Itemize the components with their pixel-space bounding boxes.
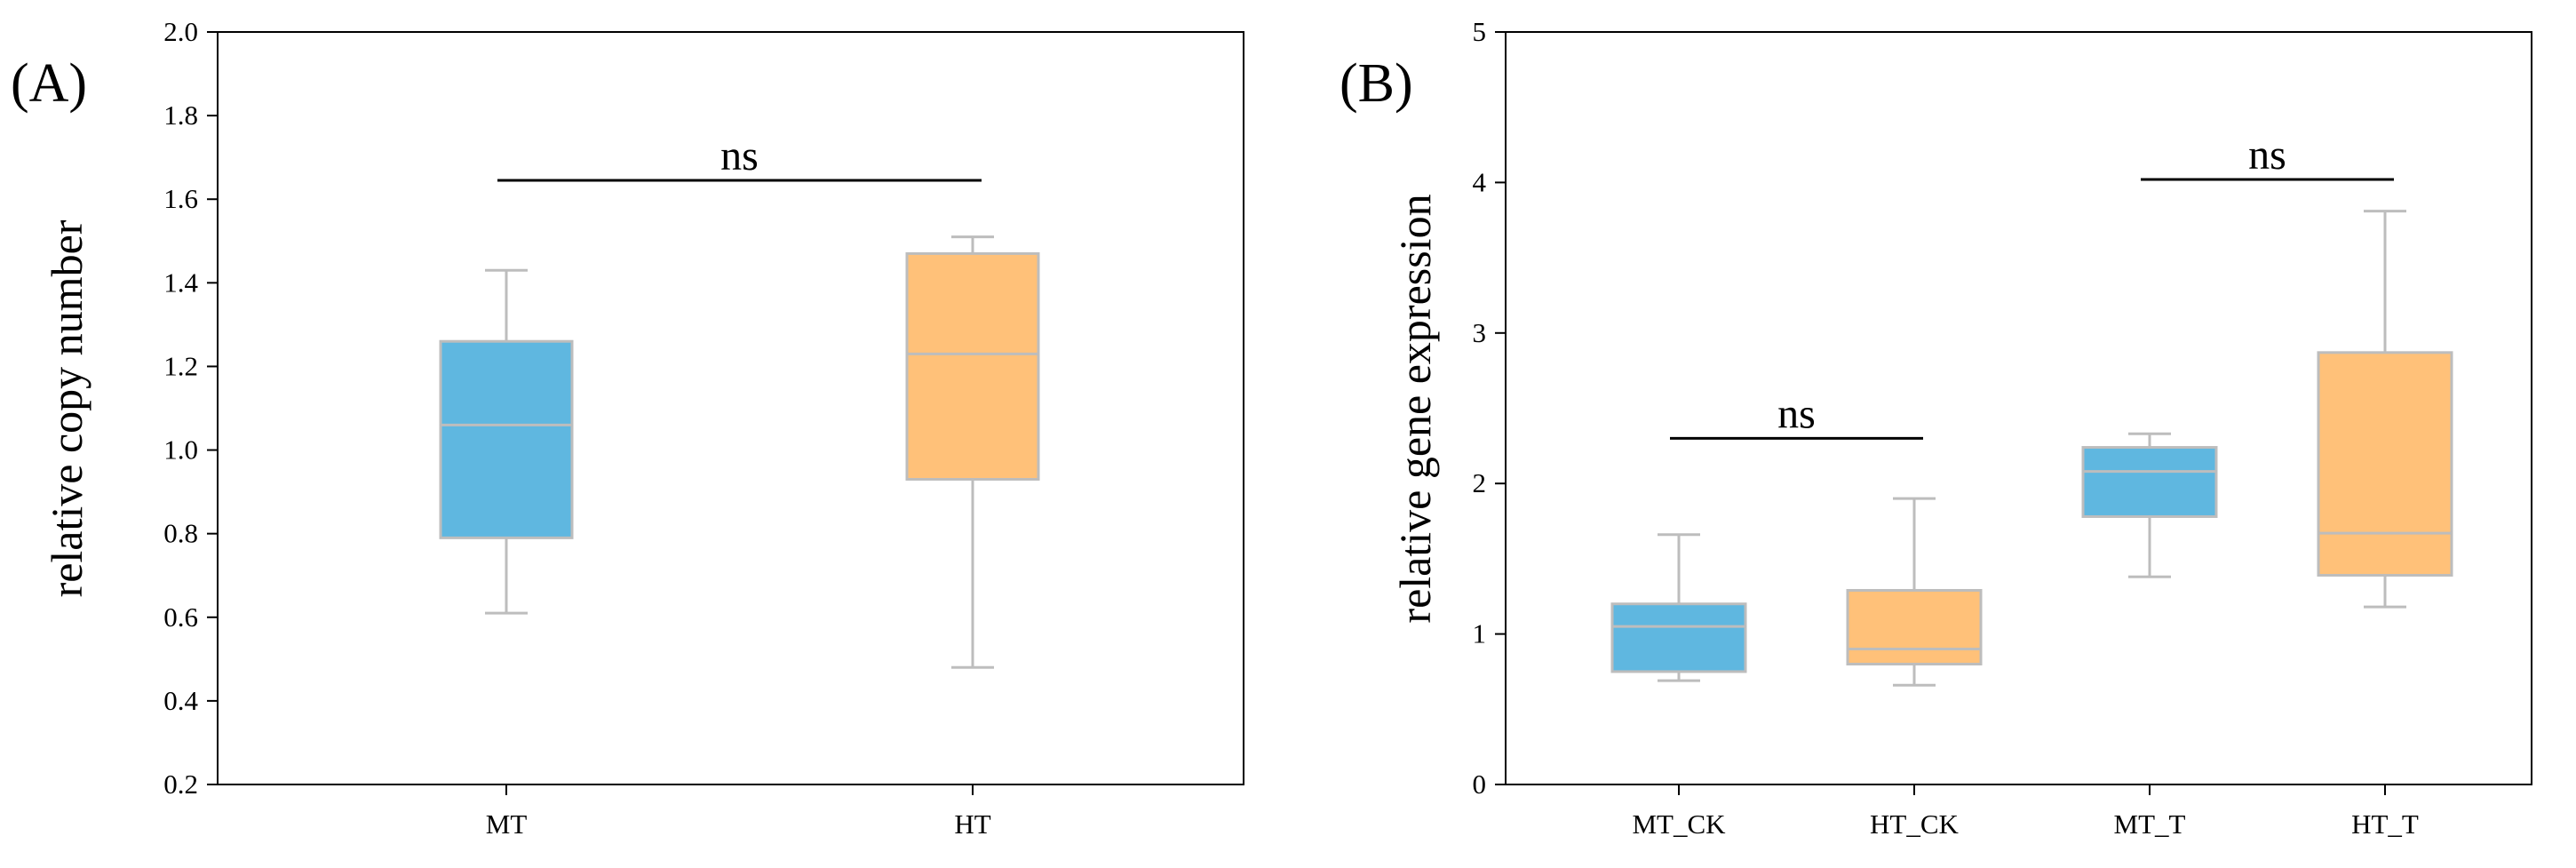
x-tick-label: MT_T bbox=[2114, 808, 2186, 840]
significance-label: ns bbox=[2248, 131, 2286, 179]
y-tick-label: 4 bbox=[1473, 166, 1487, 197]
box-iqr bbox=[2081, 446, 2218, 518]
box-iqr bbox=[905, 251, 1040, 481]
significance-label: ns bbox=[720, 132, 759, 179]
box-iqr bbox=[1610, 602, 1747, 673]
y-tick-label: 0.4 bbox=[163, 685, 198, 716]
box-iqr bbox=[2317, 351, 2453, 577]
y-tick-label: 0.6 bbox=[163, 601, 198, 633]
y-axis-label: relative gene expression bbox=[1390, 194, 1440, 623]
x-tick-label: HT bbox=[954, 808, 990, 840]
panel-b: 0 1 2 3 4 5 MT_CK HT_CK MT_T HT_T ns ns relative gen… bbox=[1340, 16, 2532, 840]
significance-label: ns bbox=[1777, 390, 1816, 437]
y-tick-label: 0 bbox=[1473, 768, 1487, 800]
y-axis-label: relative copy number bbox=[42, 219, 91, 597]
y-tick-label: 5 bbox=[1473, 16, 1487, 47]
box-ht-ck bbox=[1846, 497, 1983, 687]
y-tick-label: 1.6 bbox=[163, 183, 198, 214]
x-tick-label: MT bbox=[486, 808, 528, 840]
x-tick-label: MT_CK bbox=[1632, 808, 1726, 840]
y-tick-label: 1.8 bbox=[163, 100, 198, 131]
box-mt bbox=[439, 268, 574, 615]
y-tick-label: 2 bbox=[1473, 467, 1487, 498]
box-ht-t bbox=[2317, 210, 2453, 609]
box-iqr bbox=[1846, 588, 1983, 665]
box-mt-t bbox=[2081, 432, 2218, 578]
y-tick-label: 1.4 bbox=[163, 267, 198, 298]
panel-letter: (A) bbox=[11, 53, 87, 114]
y-tick-label: 1.2 bbox=[163, 350, 198, 381]
panel-letter: (B) bbox=[1340, 53, 1413, 114]
y-tick-label: 1 bbox=[1473, 618, 1487, 649]
plot-frame bbox=[1505, 31, 2532, 785]
y-tick-label: 0.8 bbox=[163, 518, 198, 549]
y-tick-label: 3 bbox=[1473, 317, 1487, 348]
x-tick-label: HT_T bbox=[2351, 808, 2419, 840]
y-tick-label: 1.0 bbox=[163, 434, 198, 466]
x-tick-label: HT_CK bbox=[1870, 808, 1960, 840]
box-ht bbox=[905, 235, 1040, 669]
plot-frame bbox=[217, 31, 1244, 785]
y-tick-label: 2.0 bbox=[163, 16, 198, 47]
box-iqr bbox=[439, 339, 574, 539]
box-mt-ck bbox=[1610, 533, 1747, 682]
y-tick-label: 0.2 bbox=[163, 768, 198, 800]
panel-a: 0.2 0.4 0.6 0.8 1.0 1.2 1.4 1.6 1.8 2.0 MT HT ns rela… bbox=[11, 16, 1244, 840]
